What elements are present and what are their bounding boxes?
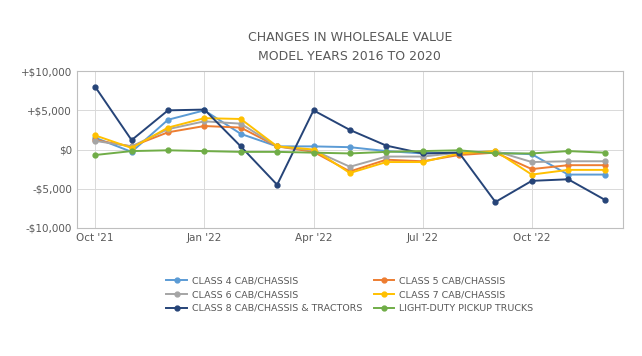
- CLASS 6 CAB/CHASSIS: [528, 160, 535, 164]
- CLASS 8 CAB/CHASSIS & TRACTORS: [492, 200, 499, 204]
- CLASS 8 CAB/CHASSIS & TRACTORS: [419, 151, 426, 156]
- CLASS 6 CAB/CHASSIS: [601, 159, 609, 163]
- CLASS 5 CAB/CHASSIS: [200, 124, 208, 128]
- CLASS 6 CAB/CHASSIS: [492, 149, 499, 153]
- CLASS 7 CAB/CHASSIS: [91, 133, 99, 137]
- CLASS 8 CAB/CHASSIS & TRACTORS: [164, 108, 172, 112]
- CLASS 5 CAB/CHASSIS: [492, 151, 499, 155]
- CLASS 7 CAB/CHASSIS: [237, 117, 245, 121]
- CLASS 6 CAB/CHASSIS: [91, 139, 99, 143]
- CLASS 8 CAB/CHASSIS & TRACTORS: [237, 144, 245, 148]
- CLASS 5 CAB/CHASSIS: [91, 138, 99, 142]
- Line: CLASS 5 CAB/CHASSIS: CLASS 5 CAB/CHASSIS: [93, 124, 607, 174]
- CLASS 7 CAB/CHASSIS: [383, 160, 390, 164]
- CLASS 7 CAB/CHASSIS: [200, 116, 208, 120]
- LIGHT-DUTY PICKUP TRUCKS: [346, 151, 354, 156]
- CLASS 4 CAB/CHASSIS: [346, 145, 354, 149]
- CLASS 4 CAB/CHASSIS: [564, 172, 572, 177]
- CLASS 6 CAB/CHASSIS: [419, 155, 426, 159]
- CLASS 4 CAB/CHASSIS: [237, 132, 245, 136]
- CLASS 4 CAB/CHASSIS: [492, 151, 499, 155]
- CLASS 5 CAB/CHASSIS: [383, 158, 390, 162]
- CLASS 5 CAB/CHASSIS: [237, 125, 245, 130]
- CLASS 5 CAB/CHASSIS: [528, 167, 535, 171]
- CLASS 8 CAB/CHASSIS & TRACTORS: [200, 108, 208, 112]
- CLASS 4 CAB/CHASSIS: [419, 151, 426, 156]
- CLASS 4 CAB/CHASSIS: [601, 172, 609, 177]
- CLASS 4 CAB/CHASSIS: [273, 144, 281, 148]
- Line: CLASS 6 CAB/CHASSIS: CLASS 6 CAB/CHASSIS: [93, 119, 607, 169]
- CLASS 6 CAB/CHASSIS: [455, 151, 463, 155]
- CLASS 8 CAB/CHASSIS & TRACTORS: [273, 183, 281, 187]
- LIGHT-DUTY PICKUP TRUCKS: [128, 149, 135, 153]
- Line: CLASS 8 CAB/CHASSIS & TRACTORS: CLASS 8 CAB/CHASSIS & TRACTORS: [93, 84, 607, 204]
- CLASS 6 CAB/CHASSIS: [237, 121, 245, 126]
- CLASS 4 CAB/CHASSIS: [528, 152, 535, 156]
- CLASS 4 CAB/CHASSIS: [383, 149, 390, 153]
- CLASS 8 CAB/CHASSIS & TRACTORS: [601, 198, 609, 202]
- CLASS 4 CAB/CHASSIS: [164, 117, 172, 122]
- CLASS 6 CAB/CHASSIS: [273, 144, 281, 148]
- CLASS 7 CAB/CHASSIS: [492, 149, 499, 153]
- CLASS 5 CAB/CHASSIS: [128, 144, 135, 148]
- LIGHT-DUTY PICKUP TRUCKS: [383, 150, 390, 154]
- CLASS 7 CAB/CHASSIS: [455, 151, 463, 156]
- LIGHT-DUTY PICKUP TRUCKS: [309, 151, 317, 155]
- CLASS 5 CAB/CHASSIS: [564, 163, 572, 167]
- CLASS 4 CAB/CHASSIS: [200, 108, 208, 112]
- CLASS 5 CAB/CHASSIS: [601, 163, 609, 167]
- LIGHT-DUTY PICKUP TRUCKS: [528, 151, 535, 156]
- CLASS 4 CAB/CHASSIS: [91, 136, 99, 140]
- CLASS 8 CAB/CHASSIS & TRACTORS: [455, 151, 463, 155]
- CLASS 5 CAB/CHASSIS: [273, 144, 281, 148]
- Line: CLASS 7 CAB/CHASSIS: CLASS 7 CAB/CHASSIS: [93, 116, 607, 177]
- LIGHT-DUTY PICKUP TRUCKS: [455, 148, 463, 152]
- Line: LIGHT-DUTY PICKUP TRUCKS: LIGHT-DUTY PICKUP TRUCKS: [93, 148, 607, 157]
- CLASS 7 CAB/CHASSIS: [128, 146, 135, 150]
- CLASS 7 CAB/CHASSIS: [273, 144, 281, 148]
- CLASS 4 CAB/CHASSIS: [128, 150, 135, 154]
- CLASS 8 CAB/CHASSIS & TRACTORS: [91, 85, 99, 89]
- CLASS 8 CAB/CHASSIS & TRACTORS: [383, 143, 390, 148]
- CLASS 8 CAB/CHASSIS & TRACTORS: [564, 177, 572, 182]
- CLASS 7 CAB/CHASSIS: [564, 168, 572, 172]
- CLASS 6 CAB/CHASSIS: [383, 155, 390, 159]
- CLASS 6 CAB/CHASSIS: [564, 159, 572, 163]
- LIGHT-DUTY PICKUP TRUCKS: [273, 150, 281, 154]
- CLASS 5 CAB/CHASSIS: [346, 169, 354, 174]
- LIGHT-DUTY PICKUP TRUCKS: [419, 149, 426, 153]
- CLASS 8 CAB/CHASSIS & TRACTORS: [346, 128, 354, 132]
- CLASS 7 CAB/CHASSIS: [419, 160, 426, 164]
- LIGHT-DUTY PICKUP TRUCKS: [164, 148, 172, 152]
- Line: CLASS 4 CAB/CHASSIS: CLASS 4 CAB/CHASSIS: [93, 108, 607, 177]
- CLASS 5 CAB/CHASSIS: [419, 159, 426, 163]
- CLASS 7 CAB/CHASSIS: [601, 168, 609, 172]
- LIGHT-DUTY PICKUP TRUCKS: [601, 151, 609, 155]
- CLASS 8 CAB/CHASSIS & TRACTORS: [309, 108, 317, 112]
- LIGHT-DUTY PICKUP TRUCKS: [200, 149, 208, 153]
- CLASS 6 CAB/CHASSIS: [128, 144, 135, 148]
- LIGHT-DUTY PICKUP TRUCKS: [91, 153, 99, 157]
- CLASS 7 CAB/CHASSIS: [309, 147, 317, 152]
- LIGHT-DUTY PICKUP TRUCKS: [564, 149, 572, 153]
- CLASS 6 CAB/CHASSIS: [309, 148, 317, 152]
- CLASS 7 CAB/CHASSIS: [528, 172, 535, 177]
- LIGHT-DUTY PICKUP TRUCKS: [492, 151, 499, 156]
- CLASS 8 CAB/CHASSIS & TRACTORS: [128, 138, 135, 142]
- CLASS 4 CAB/CHASSIS: [309, 144, 317, 148]
- Title: CHANGES IN WHOLESALE VALUE
MODEL YEARS 2016 TO 2020: CHANGES IN WHOLESALE VALUE MODEL YEARS 2…: [248, 31, 452, 63]
- CLASS 8 CAB/CHASSIS & TRACTORS: [528, 179, 535, 183]
- CLASS 6 CAB/CHASSIS: [164, 127, 172, 131]
- CLASS 7 CAB/CHASSIS: [164, 125, 172, 130]
- CLASS 4 CAB/CHASSIS: [455, 151, 463, 155]
- Legend: CLASS 4 CAB/CHASSIS, CLASS 6 CAB/CHASSIS, CLASS 8 CAB/CHASSIS & TRACTORS, CLASS : CLASS 4 CAB/CHASSIS, CLASS 6 CAB/CHASSIS…: [166, 276, 534, 313]
- CLASS 5 CAB/CHASSIS: [164, 130, 172, 135]
- CLASS 5 CAB/CHASSIS: [309, 150, 317, 154]
- CLASS 5 CAB/CHASSIS: [455, 153, 463, 157]
- LIGHT-DUTY PICKUP TRUCKS: [237, 150, 245, 154]
- CLASS 6 CAB/CHASSIS: [346, 164, 354, 169]
- CLASS 7 CAB/CHASSIS: [346, 171, 354, 175]
- CLASS 6 CAB/CHASSIS: [200, 119, 208, 124]
